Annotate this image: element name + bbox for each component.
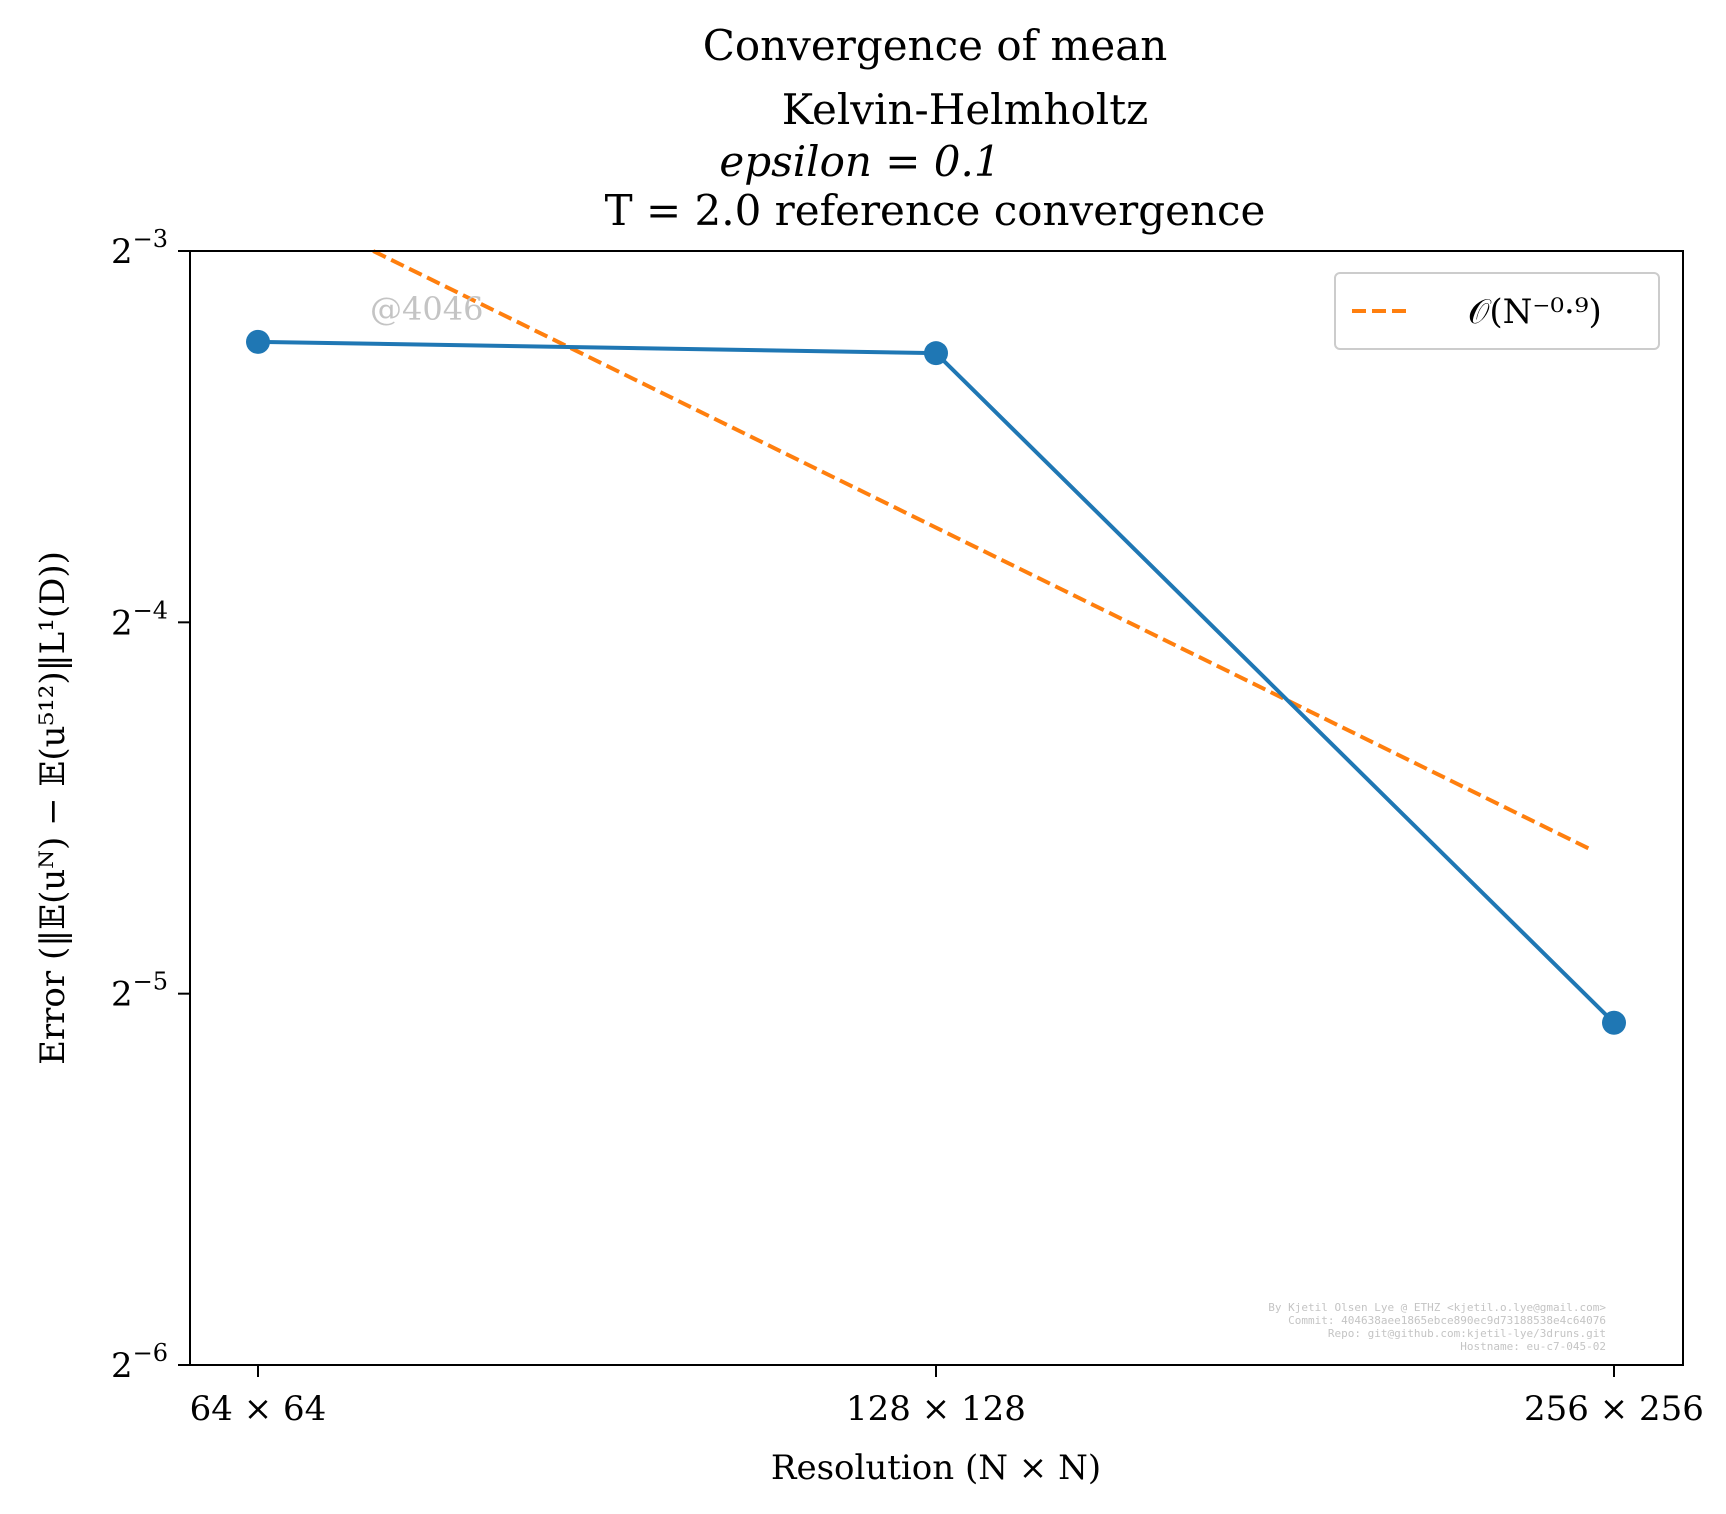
y-axis-ticks: 2−3 2−4 2−5 2−6 xyxy=(111,225,190,1386)
x-tick-label: 64 × 64 xyxy=(190,1389,327,1429)
footer-line-commit: Commit: 404638aee1865ebce890ec9d73188538… xyxy=(1288,1314,1606,1327)
x-axis-ticks: 64 × 64 128 × 128 256 × 256 xyxy=(190,1365,1704,1429)
footer-line-repo: Repo: git@github.com:kjetil-lye/3druns.g… xyxy=(1328,1327,1606,1340)
error-point-2 xyxy=(924,341,948,366)
legend: 𝒪(N⁻⁰·⁹) xyxy=(1334,272,1660,350)
x-tick-label: 128 × 128 xyxy=(846,1389,1026,1429)
x-axis-label: Resolution (N × N) xyxy=(771,1448,1101,1488)
chart-title-line-1: Convergence of mean xyxy=(703,21,1168,70)
y-tick-label: 2−3 xyxy=(111,225,168,272)
y-axis-label: Error (‖𝔼(uᴺ) − 𝔼(u⁵¹²)‖L¹(D)) xyxy=(33,551,73,1065)
footer-line-hostname: Hostname: eu-c7-045-02 xyxy=(1460,1340,1606,1353)
y-tick-label: 2−5 xyxy=(111,968,168,1015)
legend-box xyxy=(1334,272,1660,350)
reference-line xyxy=(372,249,1592,852)
error-point-1 xyxy=(246,329,270,354)
chart-title-line-2: Kelvin-Helmholtz xyxy=(782,85,1148,134)
error-point-3 xyxy=(1602,1010,1626,1035)
chart-title-line-3: epsilon = 0.1 xyxy=(719,137,1000,186)
y-tick-label: 2−4 xyxy=(111,596,168,643)
footer-line-author: By Kjetil Olsen Lye @ ETHZ <kjetil.o.lye… xyxy=(1268,1301,1606,1314)
watermark-text: @4046 xyxy=(370,290,483,328)
legend-label-reference: 𝒪(N⁻⁰·⁹) xyxy=(1468,292,1602,332)
footer-credits: By Kjetil Olsen Lye @ ETHZ <kjetil.o.lye… xyxy=(1268,1301,1606,1353)
chart-title-line-4: T = 2.0 reference convergence xyxy=(605,186,1266,235)
x-tick-label: 256 × 256 xyxy=(1524,1389,1704,1429)
y-tick-label: 2−6 xyxy=(111,1339,168,1386)
series-layer xyxy=(246,249,1626,1035)
